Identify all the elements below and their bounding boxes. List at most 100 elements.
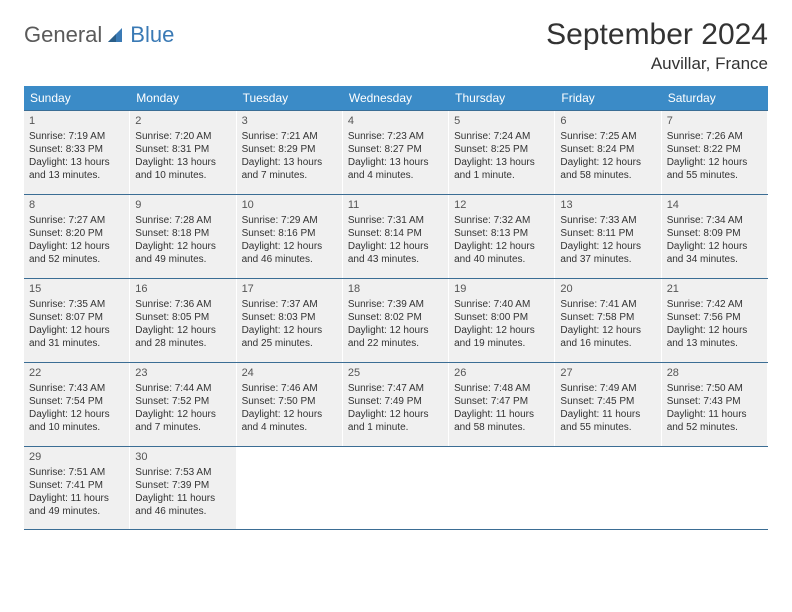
day-sunrise: Sunrise: 7:27 AM: [29, 214, 124, 227]
day-sunrise: Sunrise: 7:29 AM: [242, 214, 337, 227]
day-sunrise: Sunrise: 7:23 AM: [348, 130, 443, 143]
day-number: 1: [29, 114, 124, 128]
day-sunset: Sunset: 8:18 PM: [135, 227, 230, 240]
day-sunset: Sunset: 8:00 PM: [454, 311, 549, 324]
day-cell: 1 Sunrise: 7:19 AMSunset: 8:33 PMDaylight…: [24, 111, 130, 194]
day-number: 28: [667, 366, 762, 380]
day-cell: 19Sunrise: 7:40 AMSunset: 8:00 PMDayligh…: [449, 279, 555, 362]
day-sunset: Sunset: 8:13 PM: [454, 227, 549, 240]
day-day2: and 40 minutes.: [454, 253, 549, 266]
day-cell: 14Sunrise: 7:34 AMSunset: 8:09 PMDayligh…: [662, 195, 768, 278]
day-day1: Daylight: 13 hours: [29, 156, 124, 169]
empty-day-cell: [555, 447, 661, 529]
day-sunrise: Sunrise: 7:37 AM: [242, 298, 337, 311]
weekday-header: Saturday: [662, 86, 768, 110]
day-day2: and 10 minutes.: [29, 421, 124, 434]
location: Auvillar, France: [546, 54, 768, 74]
day-sunrise: Sunrise: 7:20 AM: [135, 130, 230, 143]
day-day1: Daylight: 12 hours: [667, 324, 762, 337]
day-number: 3: [242, 114, 337, 128]
day-number: 13: [560, 198, 655, 212]
week-row: 1Sunrise: 7:19 AMSunset: 8:33 PMDaylight…: [24, 110, 768, 194]
day-sunrise: Sunrise: 7:28 AM: [135, 214, 230, 227]
day-day1: Daylight: 13 hours: [348, 156, 443, 169]
day-sunset: Sunset: 8:20 PM: [29, 227, 124, 240]
day-day1: Daylight: 13 hours: [242, 156, 337, 169]
day-sunrise: Sunrise: 7:26 AM: [667, 130, 762, 143]
day-sunset: Sunset: 7:39 PM: [135, 479, 230, 492]
day-day1: Daylight: 12 hours: [135, 408, 230, 421]
weekday-header: Friday: [555, 86, 661, 110]
day-number: 18: [348, 282, 443, 296]
day-cell: 16Sunrise: 7:36 AMSunset: 8:05 PMDayligh…: [130, 279, 236, 362]
day-cell: 6Sunrise: 7:25 AMSunset: 8:24 PMDaylight…: [555, 111, 661, 194]
calendar: SundayMondayTuesdayWednesdayThursdayFrid…: [24, 86, 768, 530]
day-cell: 9Sunrise: 7:28 AMSunset: 8:18 PMDaylight…: [130, 195, 236, 278]
day-sunrise: Sunrise: 7:39 AM: [348, 298, 443, 311]
day-cell: 4 Sunrise: 7:23 AMSunset: 8:27 PMDaylight…: [343, 111, 449, 194]
day-day2: and 49 minutes.: [135, 253, 230, 266]
day-number: 4: [348, 114, 443, 128]
day-day1: Daylight: 11 hours: [29, 492, 124, 505]
day-sunset: Sunset: 8:27 PM: [348, 143, 443, 156]
day-sunset: Sunset: 8:24 PM: [560, 143, 655, 156]
weekday-header-row: SundayMondayTuesdayWednesdayThursdayFrid…: [24, 86, 768, 110]
day-day1: Daylight: 12 hours: [29, 240, 124, 253]
day-day2: and 58 minutes.: [560, 169, 655, 182]
day-number: 21: [667, 282, 762, 296]
day-sunrise: Sunrise: 7:34 AM: [667, 214, 762, 227]
day-number: 9: [135, 198, 230, 212]
day-cell: 22Sunrise: 7:43 AMSunset: 7:54 PMDayligh…: [24, 363, 130, 446]
day-cell: 3Sunrise: 7:21 AMSunset: 8:29 PMDaylight…: [237, 111, 343, 194]
day-day2: and 49 minutes.: [29, 505, 124, 518]
day-day2: and 25 minutes.: [242, 337, 337, 350]
day-day1: Daylight: 12 hours: [667, 240, 762, 253]
header: General Blue September 2024 Auvillar, Fr…: [24, 18, 768, 74]
day-day2: and 13 minutes.: [667, 337, 762, 350]
day-day2: and 52 minutes.: [29, 253, 124, 266]
day-day1: Daylight: 12 hours: [667, 156, 762, 169]
day-sunrise: Sunrise: 7:41 AM: [560, 298, 655, 311]
day-sunset: Sunset: 8:09 PM: [667, 227, 762, 240]
day-sunrise: Sunrise: 7:42 AM: [667, 298, 762, 311]
day-day2: and 46 minutes.: [242, 253, 337, 266]
day-day2: and 58 minutes.: [454, 421, 549, 434]
day-sunset: Sunset: 7:52 PM: [135, 395, 230, 408]
day-sunset: Sunset: 8:02 PM: [348, 311, 443, 324]
day-day2: and 19 minutes.: [454, 337, 549, 350]
day-number: 15: [29, 282, 124, 296]
day-sunrise: Sunrise: 7:50 AM: [667, 382, 762, 395]
day-sunset: Sunset: 8:33 PM: [29, 143, 124, 156]
day-day1: Daylight: 12 hours: [135, 324, 230, 337]
day-sunset: Sunset: 8:07 PM: [29, 311, 124, 324]
day-sunrise: Sunrise: 7:49 AM: [560, 382, 655, 395]
day-day1: Daylight: 12 hours: [348, 324, 443, 337]
day-sunrise: Sunrise: 7:51 AM: [29, 466, 124, 479]
day-number: 6: [560, 114, 655, 128]
day-day1: Daylight: 11 hours: [135, 492, 230, 505]
day-cell: 18 Sunrise: 7:39 AMSunset: 8:02 PMDayligh…: [343, 279, 449, 362]
day-cell: 10Sunrise: 7:29 AMSunset: 8:16 PMDayligh…: [237, 195, 343, 278]
day-number: 24: [242, 366, 337, 380]
month-title: September 2024: [546, 18, 768, 52]
day-number: 26: [454, 366, 549, 380]
day-sunrise: Sunrise: 7:19 AM: [29, 130, 124, 143]
logo-text-blue: Blue: [130, 22, 174, 48]
day-day1: Daylight: 12 hours: [454, 240, 549, 253]
day-sunrise: Sunrise: 7:46 AM: [242, 382, 337, 395]
week-row: 15Sunrise: 7:35 AMSunset: 8:07 PMDayligh…: [24, 278, 768, 362]
day-number: 23: [135, 366, 230, 380]
day-cell: 26Sunrise: 7:48 AMSunset: 7:47 PMDayligh…: [449, 363, 555, 446]
calendar-page: General Blue September 2024 Auvillar, Fr…: [0, 0, 792, 548]
day-day2: and 7 minutes.: [242, 169, 337, 182]
weekday-header: Monday: [130, 86, 236, 110]
day-number: 25: [348, 366, 443, 380]
day-sunrise: Sunrise: 7:21 AM: [242, 130, 337, 143]
day-cell: 12Sunrise: 7:32 AMSunset: 8:13 PMDayligh…: [449, 195, 555, 278]
day-day1: Daylight: 11 hours: [560, 408, 655, 421]
weekday-header: Wednesday: [343, 86, 449, 110]
day-cell: 30Sunrise: 7:53 AMSunset: 7:39 PMDayligh…: [130, 447, 236, 529]
day-cell: 5Sunrise: 7:24 AMSunset: 8:25 PMDaylight…: [449, 111, 555, 194]
day-number: 2: [135, 114, 230, 128]
day-day2: and 13 minutes.: [29, 169, 124, 182]
